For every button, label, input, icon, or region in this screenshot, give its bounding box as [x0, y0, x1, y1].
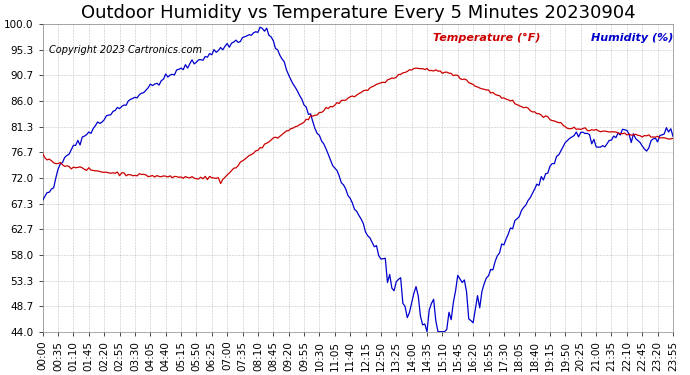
Title: Outdoor Humidity vs Temperature Every 5 Minutes 20230904: Outdoor Humidity vs Temperature Every 5 … [81, 4, 635, 22]
Text: Humidity (%): Humidity (%) [591, 33, 673, 43]
Text: Copyright 2023 Cartronics.com: Copyright 2023 Cartronics.com [49, 45, 202, 55]
Text: Temperature (°F): Temperature (°F) [433, 33, 541, 43]
